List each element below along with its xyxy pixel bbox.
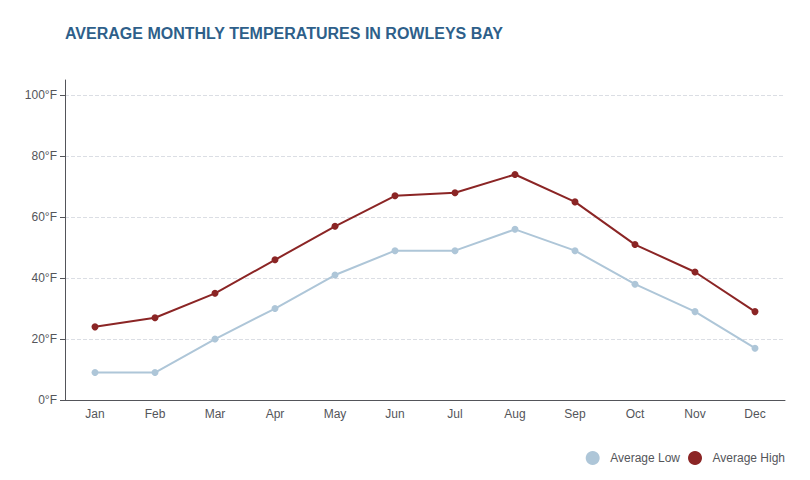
svg-text:100°F: 100°F [25, 88, 57, 102]
svg-text:Mar: Mar [205, 407, 226, 421]
svg-text:Feb: Feb [145, 407, 166, 421]
svg-text:May: May [324, 407, 347, 421]
svg-text:Average Low: Average Low [610, 451, 680, 465]
svg-text:Jan: Jan [85, 407, 104, 421]
svg-text:20°F: 20°F [32, 332, 57, 346]
svg-text:Dec: Dec [744, 407, 765, 421]
svg-text:Nov: Nov [684, 407, 705, 421]
svg-text:40°F: 40°F [32, 271, 57, 285]
svg-text:Apr: Apr [266, 407, 285, 421]
svg-text:0°F: 0°F [38, 393, 57, 407]
svg-text:Average High: Average High [713, 451, 786, 465]
svg-text:60°F: 60°F [32, 210, 57, 224]
svg-text:Jul: Jul [447, 407, 462, 421]
svg-text:Aug: Aug [504, 407, 525, 421]
svg-text:Jun: Jun [385, 407, 404, 421]
svg-text:Sep: Sep [564, 407, 586, 421]
svg-text:80°F: 80°F [32, 149, 57, 163]
svg-text:Oct: Oct [626, 407, 645, 421]
svg-text:AVERAGE MONTHLY TEMPERATURES I: AVERAGE MONTHLY TEMPERATURES IN ROWLEYS … [65, 25, 503, 42]
